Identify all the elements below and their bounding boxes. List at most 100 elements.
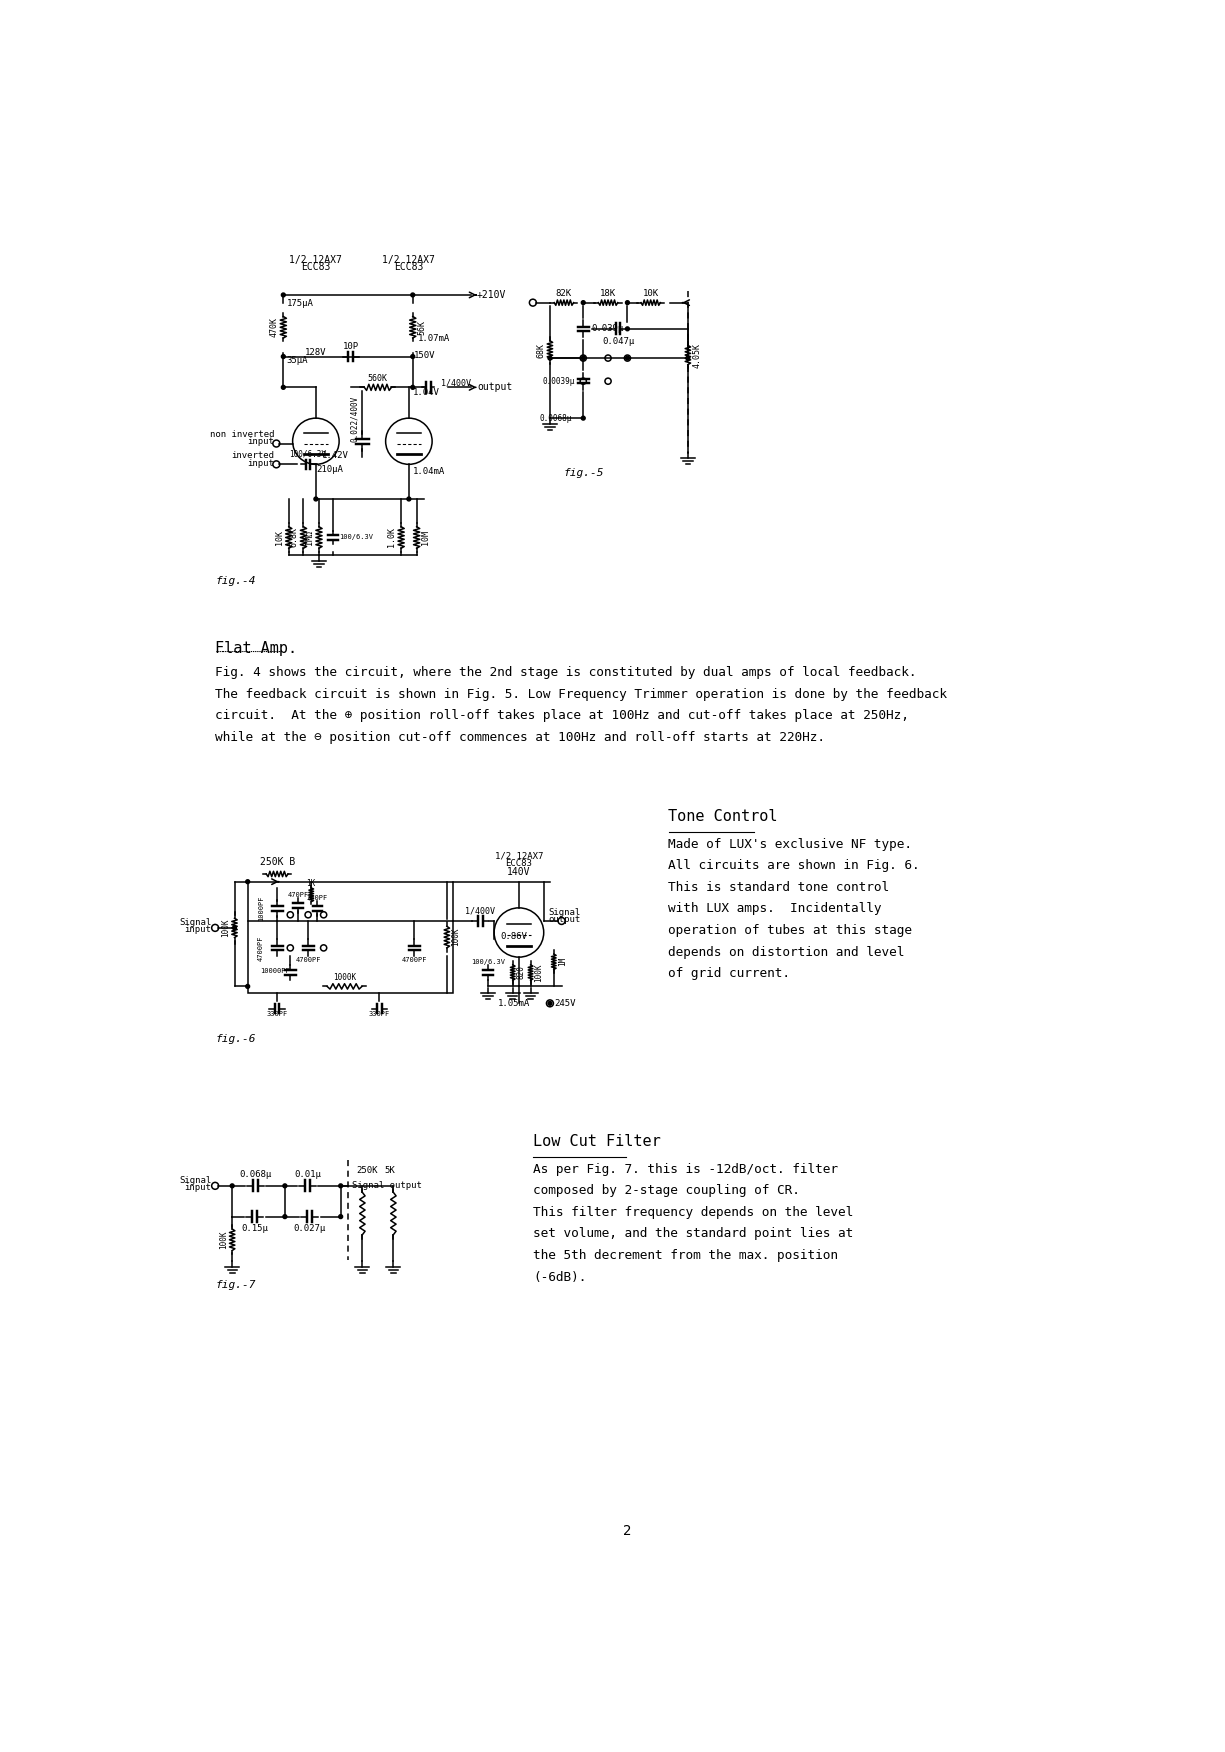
Circle shape xyxy=(626,301,630,305)
Text: 1K: 1K xyxy=(306,880,316,888)
Text: ECC83: ECC83 xyxy=(301,261,331,272)
Circle shape xyxy=(548,1002,551,1006)
Circle shape xyxy=(230,1184,234,1188)
Text: 1/2 12AX7: 1/2 12AX7 xyxy=(495,851,543,860)
Text: Low Cut Filter: Low Cut Filter xyxy=(533,1134,660,1149)
Circle shape xyxy=(282,385,285,389)
Circle shape xyxy=(410,354,415,359)
Text: Made of LUX's exclusive NF type.: Made of LUX's exclusive NF type. xyxy=(669,837,913,851)
Text: 470PF: 470PF xyxy=(288,892,309,897)
Text: Flat Amp.: Flat Amp. xyxy=(216,641,298,655)
Text: 250K: 250K xyxy=(356,1165,377,1176)
Text: 0.86V: 0.86V xyxy=(501,932,528,941)
Text: 1.04mA: 1.04mA xyxy=(413,466,445,475)
Text: while at the ⊖ position cut-off commences at 100Hz and roll-off starts at 220Hz.: while at the ⊖ position cut-off commence… xyxy=(216,731,826,745)
Text: (-6dB).: (-6dB). xyxy=(533,1270,587,1284)
Text: 10K: 10K xyxy=(276,531,284,545)
Text: 35μA: 35μA xyxy=(287,356,307,364)
Text: 0.0068μ: 0.0068μ xyxy=(540,413,572,422)
Text: 1.42V: 1.42V xyxy=(322,452,349,461)
Circle shape xyxy=(339,1214,343,1219)
Text: input: input xyxy=(247,438,274,447)
Text: 10K: 10K xyxy=(643,289,659,298)
Text: 100K: 100K xyxy=(222,918,230,937)
Text: 5K: 5K xyxy=(385,1165,394,1176)
Text: output: output xyxy=(477,382,512,392)
Circle shape xyxy=(686,356,690,359)
Text: 4700PF: 4700PF xyxy=(295,957,321,964)
Circle shape xyxy=(246,985,250,988)
Text: with LUX amps.  Incidentally: with LUX amps. Incidentally xyxy=(669,902,882,916)
Text: 330PF: 330PF xyxy=(267,1011,288,1018)
Circle shape xyxy=(233,927,236,930)
Text: 100K: 100K xyxy=(534,964,544,981)
Text: 1000PF: 1000PF xyxy=(258,895,265,922)
Text: Tone Control: Tone Control xyxy=(669,809,778,823)
Text: This filter frequency depends on the level: This filter frequency depends on the lev… xyxy=(533,1205,853,1219)
Text: 560K: 560K xyxy=(368,373,388,382)
Circle shape xyxy=(407,498,410,501)
Circle shape xyxy=(410,293,415,296)
Text: 250K B: 250K B xyxy=(260,857,295,867)
Text: 470K: 470K xyxy=(270,317,278,338)
Text: 1.04V: 1.04V xyxy=(413,387,440,398)
Text: 1M: 1M xyxy=(557,957,567,967)
Text: 68K: 68K xyxy=(537,343,545,357)
Text: 128V: 128V xyxy=(305,349,327,357)
Circle shape xyxy=(582,356,586,359)
Text: 820: 820 xyxy=(517,965,526,979)
Text: Signal: Signal xyxy=(179,1176,211,1184)
Text: As per Fig. 7. this is -12dB/oct. filter: As per Fig. 7. this is -12dB/oct. filter xyxy=(533,1163,838,1176)
Text: 0.0039μ: 0.0039μ xyxy=(543,377,575,385)
Text: 10P: 10P xyxy=(343,342,359,350)
Text: 1/400V: 1/400V xyxy=(466,906,495,915)
Text: 330PF: 330PF xyxy=(369,1011,390,1018)
Text: fig.-5: fig.-5 xyxy=(564,468,604,478)
Circle shape xyxy=(410,385,415,389)
Text: operation of tubes at this stage: operation of tubes at this stage xyxy=(669,923,913,937)
Text: 0.022/400V: 0.022/400V xyxy=(350,396,359,442)
Text: All circuits are shown in Fig. 6.: All circuits are shown in Fig. 6. xyxy=(669,860,920,872)
Text: 100K: 100K xyxy=(219,1230,228,1249)
Circle shape xyxy=(548,356,551,359)
Text: 0.047μ: 0.047μ xyxy=(601,336,635,345)
Circle shape xyxy=(282,354,285,359)
Text: 2: 2 xyxy=(624,1524,632,1538)
Text: ECC83: ECC83 xyxy=(506,858,533,869)
Text: 1.05mA: 1.05mA xyxy=(499,999,530,1007)
Circle shape xyxy=(339,1184,343,1188)
Text: 1/400V: 1/400V xyxy=(441,378,472,387)
Text: 82K: 82K xyxy=(556,289,572,298)
Text: 4.05K: 4.05K xyxy=(692,342,701,368)
Text: The feedback circuit is shown in Fig. 5. Low Frequency Trimmer operation is done: The feedback circuit is shown in Fig. 5.… xyxy=(216,687,947,701)
Text: composed by 2-stage coupling of CR.: composed by 2-stage coupling of CR. xyxy=(533,1184,800,1197)
Circle shape xyxy=(283,1184,287,1188)
Text: Signal: Signal xyxy=(179,918,211,927)
Text: 1/2 12AX7: 1/2 12AX7 xyxy=(289,254,342,265)
Text: 1000K: 1000K xyxy=(333,972,356,983)
Text: 140V: 140V xyxy=(507,867,530,876)
Text: depends on distortion and level: depends on distortion and level xyxy=(669,946,905,958)
Text: circuit.  At the ⊕ position roll-off takes place at 100Hz and cut-off takes plac: circuit. At the ⊕ position roll-off take… xyxy=(216,710,909,722)
Circle shape xyxy=(283,1214,287,1219)
Text: ECC83: ECC83 xyxy=(394,261,424,272)
Text: 4700PF: 4700PF xyxy=(402,957,428,964)
Text: 1.07mA: 1.07mA xyxy=(418,335,450,343)
Text: 0.15μ: 0.15μ xyxy=(241,1223,268,1233)
Text: Signal: Signal xyxy=(549,908,581,916)
Text: input: input xyxy=(185,925,211,934)
Text: input: input xyxy=(185,1183,211,1193)
Text: 6.8K: 6.8K xyxy=(290,527,299,547)
Bar xyxy=(247,881,453,993)
Text: inverted: inverted xyxy=(232,452,274,461)
Text: 0.027μ: 0.027μ xyxy=(294,1223,326,1233)
Text: 10M: 10M xyxy=(421,531,430,545)
Text: fig.-7: fig.-7 xyxy=(216,1281,256,1289)
Text: This is standard tone control: This is standard tone control xyxy=(669,881,889,894)
Text: 175μA: 175μA xyxy=(287,300,314,308)
Text: 100K: 100K xyxy=(451,929,461,946)
Circle shape xyxy=(282,293,285,296)
Circle shape xyxy=(314,498,317,501)
Text: 10000PF: 10000PF xyxy=(260,967,289,974)
Text: 245V: 245V xyxy=(555,999,576,1007)
